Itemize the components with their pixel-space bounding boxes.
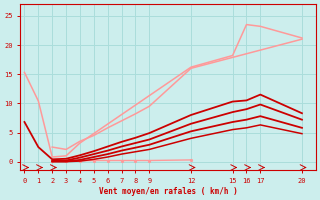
X-axis label: Vent moyen/en rafales ( km/h ): Vent moyen/en rafales ( km/h ): [99, 187, 237, 196]
